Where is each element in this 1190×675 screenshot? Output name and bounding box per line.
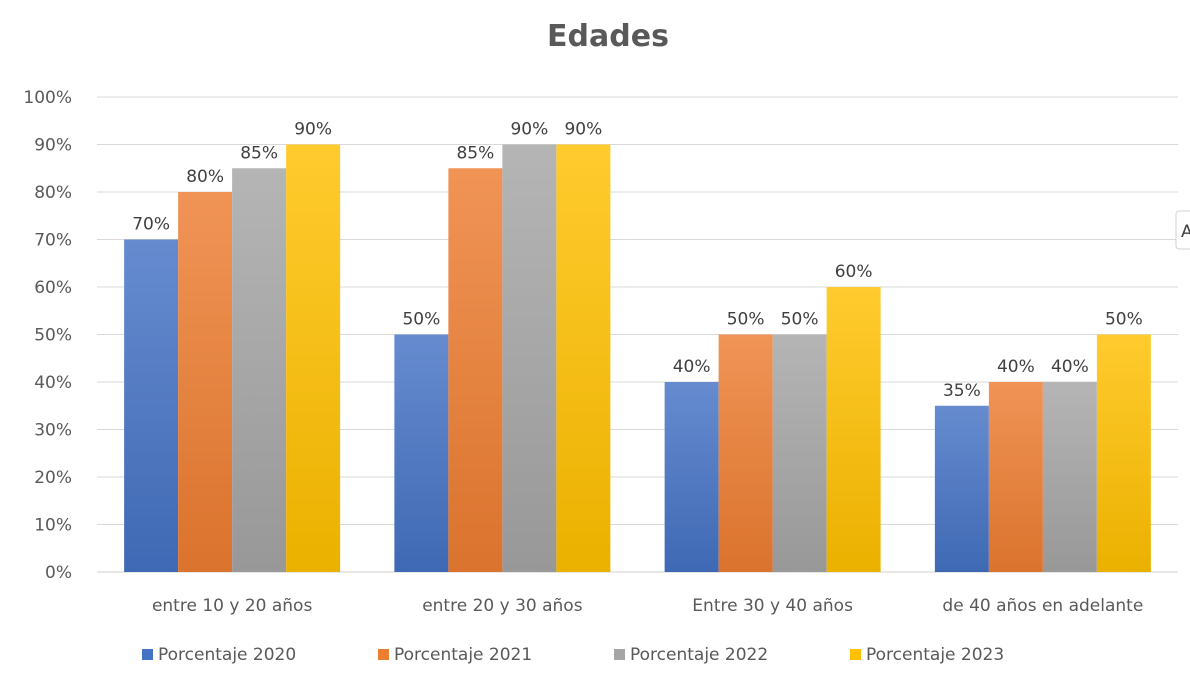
- bar: [394, 334, 449, 572]
- data-labels: 70% 80% 85% 90% 50% 85% 90% 90% 40% 50% 50% 60% 35% 4…: [132, 120, 1143, 401]
- y-axis-ticks: 0% 10% 20% 30% 40% 50% 60% 70% 80% 90% 100%: [23, 88, 72, 583]
- bar: [448, 168, 503, 572]
- bar: [124, 239, 179, 572]
- side-handle[interactable]: A: [1175, 210, 1190, 250]
- legend-swatch: [378, 649, 389, 660]
- bar: [556, 144, 611, 572]
- data-label: 90%: [294, 120, 332, 140]
- category-label: entre 20 y 30 años: [422, 596, 583, 616]
- data-label: 60%: [835, 262, 873, 282]
- bar: [718, 334, 773, 572]
- data-label: 40%: [1051, 357, 1089, 377]
- legend-label: Porcentaje 2023: [866, 645, 1004, 665]
- legend-swatch: [850, 649, 861, 660]
- y-tick-label: 70%: [34, 231, 72, 251]
- category-label: Entre 30 y 40 años: [692, 596, 853, 616]
- legend-swatch: [614, 649, 625, 660]
- legend-label: Porcentaje 2021: [394, 645, 532, 665]
- y-tick-label: 20%: [34, 468, 72, 488]
- side-handle-label[interactable]: A: [1181, 222, 1190, 242]
- bar: [664, 382, 719, 572]
- bar: [286, 144, 341, 572]
- bar: [178, 192, 233, 572]
- data-label: 70%: [132, 215, 170, 235]
- y-tick-label: 40%: [34, 373, 72, 393]
- data-label: 80%: [186, 167, 224, 187]
- y-tick-label: 100%: [23, 88, 72, 108]
- side-handle-box[interactable]: [1175, 210, 1190, 250]
- data-label: 85%: [240, 143, 278, 163]
- data-label: 50%: [402, 310, 440, 330]
- legend-label: Porcentaje 2022: [630, 645, 768, 665]
- bar: [772, 334, 827, 572]
- data-label: 50%: [781, 310, 819, 330]
- bar: [502, 144, 557, 572]
- y-tick-label: 50%: [34, 326, 72, 346]
- bars: [124, 144, 1151, 572]
- y-tick-label: 10%: [34, 516, 72, 536]
- bar: [988, 382, 1043, 572]
- legend: Porcentaje 2020 Porcentaje 2021 Porcentaje…: [142, 645, 1004, 665]
- y-tick-label: 0%: [45, 563, 72, 583]
- y-tick-label: 30%: [34, 421, 72, 441]
- bar: [1096, 334, 1151, 572]
- bar: [1042, 382, 1097, 572]
- data-label: 50%: [727, 310, 765, 330]
- data-label: 90%: [510, 120, 548, 140]
- bar: [934, 405, 989, 572]
- category-label: de 40 años en adelante: [942, 596, 1143, 616]
- data-label: 85%: [456, 143, 494, 163]
- y-tick-label: 80%: [34, 183, 72, 203]
- data-label: 40%: [673, 357, 711, 377]
- chart-title: Edades: [547, 19, 669, 54]
- bar: [232, 168, 287, 572]
- data-label: 40%: [997, 357, 1035, 377]
- bar: [826, 287, 881, 572]
- legend-swatch: [142, 649, 153, 660]
- data-label: 50%: [1105, 310, 1143, 330]
- data-label: 90%: [564, 120, 602, 140]
- legend-label: Porcentaje 2020: [158, 645, 296, 665]
- x-axis-categories: entre 10 y 20 años entre 20 y 30 años Entr…: [152, 596, 1143, 616]
- category-label: entre 10 y 20 años: [152, 596, 313, 616]
- y-tick-label: 60%: [34, 278, 72, 298]
- y-tick-label: 90%: [34, 136, 72, 156]
- data-label: 35%: [943, 381, 981, 401]
